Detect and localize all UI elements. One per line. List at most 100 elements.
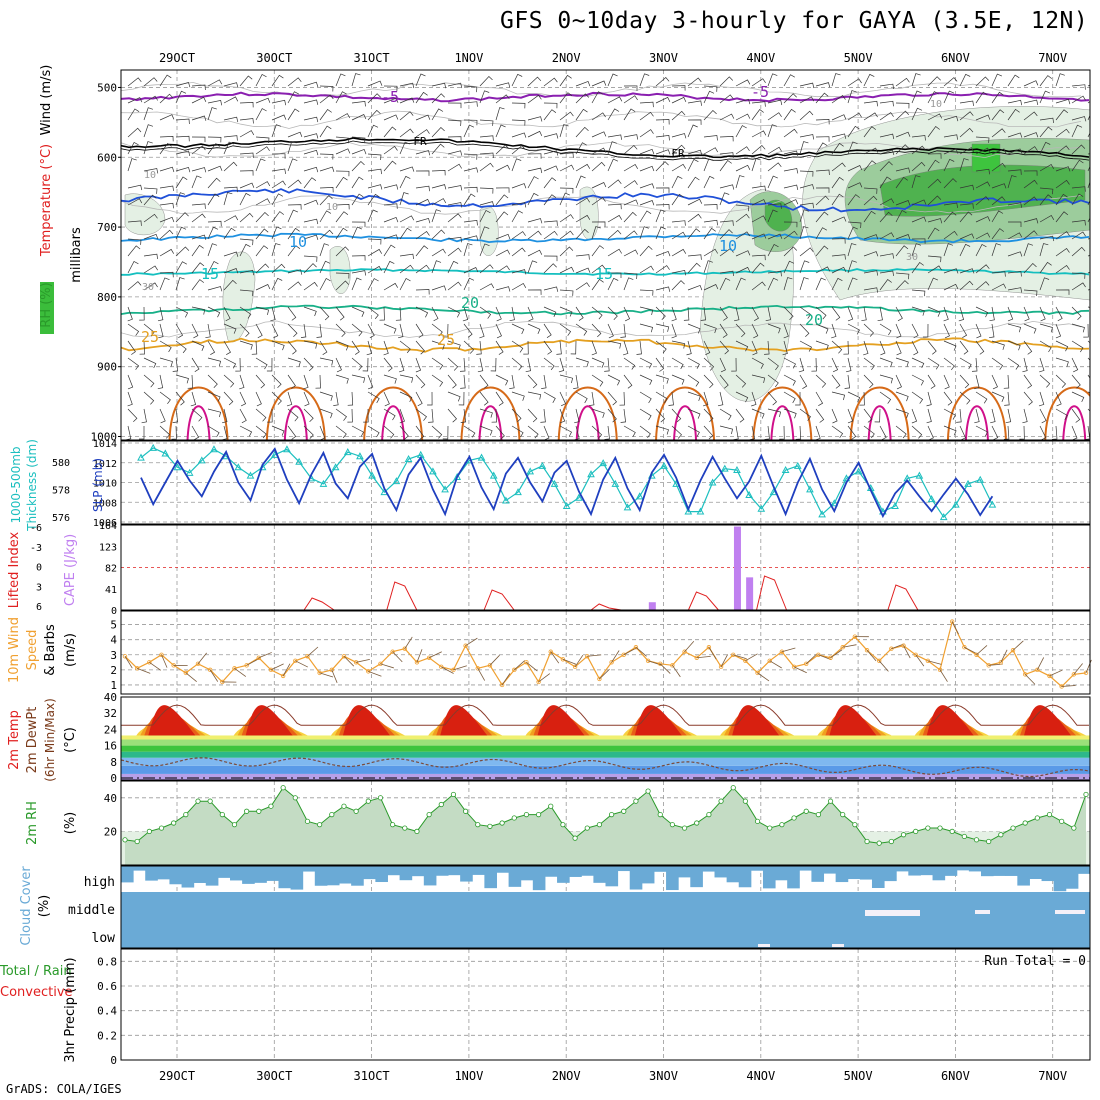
wind-barb: [847, 78, 862, 87]
wind-barb-10m: [635, 646, 647, 657]
wind-barb: [447, 82, 463, 89]
wind-barb: [351, 306, 365, 317]
panel-frame-rh: [120, 780, 1091, 866]
wind-barb: [287, 131, 303, 138]
rh2m-point: [402, 825, 408, 831]
isotherm-35-loop: [770, 405, 795, 440]
wind-speed-point: [329, 667, 334, 673]
wind-barb-10m: [599, 668, 610, 680]
wind-barb: [879, 340, 886, 356]
thickness-point: [453, 472, 462, 480]
x-tick-top: 3NOV: [649, 51, 678, 65]
cloud-high-bar: [811, 866, 825, 882]
wind-barb: [575, 197, 590, 206]
thickness-point: [550, 479, 559, 487]
wind-barb: [799, 306, 812, 319]
wind-barb: [399, 227, 412, 240]
wind-barb: [831, 306, 841, 321]
wind-barb: [911, 90, 922, 104]
isotherm-35-loop: [478, 405, 503, 440]
isotherm-15: [121, 268, 1090, 276]
pressure-tick: 500: [97, 81, 117, 94]
wind-barb-10m: [623, 647, 637, 656]
x-tick-bottom: 30OCT: [256, 1069, 292, 1083]
rh2m-point: [475, 822, 481, 828]
wind-barb: [1038, 391, 1045, 407]
wind-barb: [1055, 231, 1070, 240]
wind-barb: [127, 220, 142, 226]
wind-barb: [559, 408, 566, 424]
wind-barb: [159, 143, 172, 155]
wind-barb: [175, 340, 187, 354]
x-tick-bottom: 31OCT: [354, 1069, 390, 1083]
thickness-point: [562, 501, 571, 510]
rh2m-point: [1083, 791, 1089, 798]
wind-barb: [639, 129, 654, 138]
wind-barb-10m: [465, 637, 478, 647]
isotherm-minus5: [121, 91, 1090, 103]
wind-barb: [843, 340, 849, 355]
temp-band: [121, 745, 1090, 752]
wind-barb: [383, 340, 389, 356]
rh2m-point: [256, 808, 262, 814]
wind-barb: [463, 186, 478, 193]
wind-barb: [319, 109, 332, 121]
wind-barb: [239, 391, 247, 407]
temp-hill: [148, 705, 196, 736]
wind-barb: [428, 408, 434, 423]
wind-barb: [874, 408, 881, 423]
wind-barb: [1023, 306, 1030, 322]
ylabel-wind-1: 10m Wind: [7, 617, 22, 683]
wind-barb: [175, 118, 190, 125]
wind-barb: [799, 247, 814, 257]
wind-speed-point: [439, 664, 444, 670]
wind-speed-point: [804, 661, 809, 667]
wind-barb: [971, 357, 978, 372]
contour-label: 20: [461, 294, 479, 312]
wind-barb: [655, 286, 671, 292]
wind-speed-point: [548, 649, 553, 654]
wind-barb: [287, 408, 299, 422]
wind-barb: [559, 374, 574, 384]
rh2m-point: [1034, 815, 1040, 821]
wind-barb: [1039, 141, 1051, 155]
wind-barb: [991, 243, 1002, 257]
wind-barb: [847, 306, 854, 322]
wind-barb: [271, 263, 286, 274]
wind-barb: [511, 231, 526, 240]
wind-barb: [943, 230, 958, 240]
wind-barb: [351, 114, 367, 121]
wind-barb: [591, 112, 606, 121]
wind-barb: [655, 408, 666, 423]
cloud-high-bar: [775, 866, 788, 881]
wind-barb: [863, 187, 878, 194]
wind-barb: [543, 102, 558, 109]
wind-barb: [543, 340, 553, 355]
wind-barb-10m: [161, 654, 168, 668]
wind-barb: [959, 425, 966, 440]
wind-barb: [207, 286, 223, 292]
wind-barb: [895, 323, 902, 339]
wind-barb: [447, 102, 462, 109]
wind-barb: [207, 243, 218, 257]
wind-barb: [319, 278, 331, 291]
wind-barb: [831, 176, 844, 189]
thickness-point: [793, 461, 802, 469]
li-tick: -3: [30, 543, 42, 554]
wind-barb: [863, 100, 878, 107]
wind-barb: [287, 245, 301, 257]
wind-barb: [911, 374, 924, 386]
wind-barb: [159, 136, 174, 142]
contour-label: 15: [595, 265, 613, 283]
wind-barb: [991, 340, 1005, 350]
wind-barb: [926, 408, 932, 424]
wind-barb: [463, 85, 478, 93]
wind-barb: [271, 114, 287, 121]
wind-barb: [1007, 306, 1014, 322]
wind-barb-10m: [1073, 663, 1083, 675]
wind-barb: [333, 391, 339, 406]
rh-area-mid: [125, 787, 1086, 865]
wind-speed-point: [207, 667, 213, 673]
wind-barb: [591, 182, 607, 189]
wind-barb: [383, 244, 396, 257]
